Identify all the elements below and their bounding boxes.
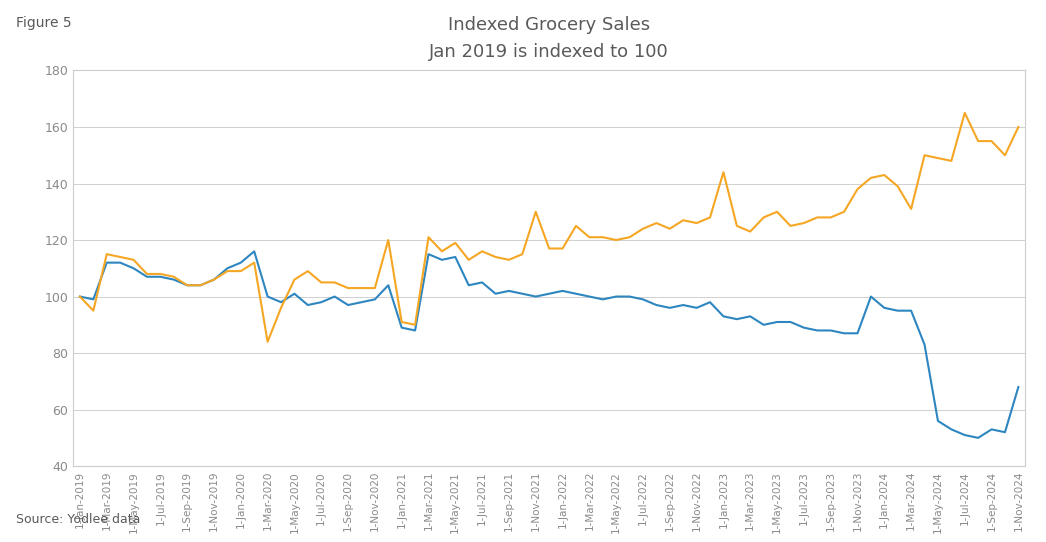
- Title: Indexed Grocery Sales
Jan 2019 is indexed to 100: Indexed Grocery Sales Jan 2019 is indexe…: [429, 16, 669, 61]
- Text: Source: Yodlee data: Source: Yodlee data: [16, 513, 140, 526]
- Text: Figure 5: Figure 5: [16, 16, 71, 30]
